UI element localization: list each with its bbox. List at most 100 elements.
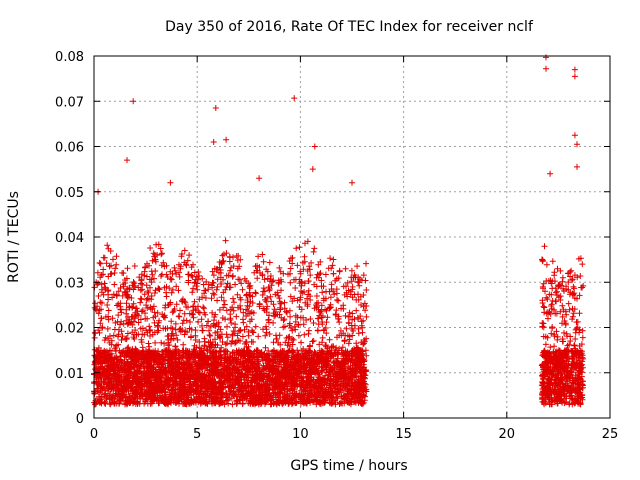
data-point xyxy=(213,286,220,293)
data-point xyxy=(145,340,152,347)
data-point xyxy=(227,267,233,274)
data-point xyxy=(113,253,120,260)
data-point xyxy=(137,295,144,302)
data-point xyxy=(301,253,308,260)
data-point xyxy=(110,332,117,339)
data-point xyxy=(169,286,176,293)
data-point xyxy=(100,254,107,261)
data-point xyxy=(282,398,288,404)
data-point xyxy=(304,295,310,302)
data-point xyxy=(336,267,343,274)
data-point xyxy=(206,332,213,338)
data-point xyxy=(169,309,176,316)
data-point xyxy=(218,281,225,287)
data-point xyxy=(203,394,210,401)
data-point xyxy=(97,260,104,267)
data-point xyxy=(107,248,114,254)
data-point xyxy=(190,285,197,292)
data-point xyxy=(150,314,157,321)
data-point xyxy=(319,334,326,341)
data-point xyxy=(152,339,159,346)
data-point xyxy=(342,312,349,319)
data-point xyxy=(129,304,136,310)
data-point xyxy=(220,297,227,304)
data-point xyxy=(232,281,239,288)
data-point xyxy=(186,252,193,259)
data-point xyxy=(151,275,157,282)
data-point xyxy=(165,302,172,308)
data-point xyxy=(295,332,302,339)
data-point xyxy=(162,325,169,332)
data-point xyxy=(182,328,189,335)
data-point xyxy=(276,311,283,318)
data-point xyxy=(182,299,189,306)
data-point xyxy=(144,295,151,302)
data-point xyxy=(310,337,317,344)
data-point xyxy=(131,263,138,269)
data-point xyxy=(211,291,218,298)
data-point xyxy=(363,260,369,267)
data-point xyxy=(194,286,201,293)
data-point xyxy=(177,307,183,314)
data-point xyxy=(110,256,116,263)
data-point xyxy=(345,287,352,294)
data-point xyxy=(201,338,208,345)
data-point xyxy=(335,297,342,304)
data-point xyxy=(361,380,368,387)
data-point xyxy=(202,287,209,294)
data-point xyxy=(130,286,137,293)
data-point xyxy=(218,259,225,266)
data-point xyxy=(214,283,221,290)
data-point xyxy=(252,323,259,330)
data-point xyxy=(344,293,351,300)
data-point xyxy=(259,251,266,258)
data-point xyxy=(327,294,334,301)
data-point xyxy=(314,327,321,334)
data-point xyxy=(154,329,161,336)
data-point xyxy=(199,327,206,334)
data-point xyxy=(120,270,127,277)
data-point xyxy=(260,285,267,292)
data-point xyxy=(324,314,331,321)
data-point xyxy=(149,257,156,264)
data-point xyxy=(251,269,258,276)
data-point xyxy=(266,259,273,266)
data-point xyxy=(243,323,250,330)
data-point xyxy=(103,348,110,355)
data-point xyxy=(118,328,125,335)
data-point xyxy=(111,281,118,288)
data-point xyxy=(176,273,183,280)
data-point xyxy=(259,292,266,298)
data-point xyxy=(139,331,146,338)
data-point xyxy=(304,400,310,407)
data-point xyxy=(115,312,122,319)
data-point xyxy=(106,347,113,354)
data-point xyxy=(354,263,361,270)
data-point xyxy=(147,245,154,251)
data-point xyxy=(270,301,277,308)
data-point xyxy=(94,269,101,276)
data-point xyxy=(316,271,323,278)
data-point xyxy=(176,313,183,320)
data-point xyxy=(231,299,237,306)
data-point xyxy=(200,304,207,311)
data-point xyxy=(313,293,320,299)
data-point xyxy=(222,237,229,244)
data-point xyxy=(363,313,370,320)
data-point xyxy=(151,309,158,316)
data-point xyxy=(319,289,326,296)
data-point xyxy=(106,263,113,270)
data-point xyxy=(301,331,308,338)
data-point xyxy=(264,303,271,310)
data-point xyxy=(326,305,333,312)
data-point xyxy=(228,320,235,326)
data-point xyxy=(301,384,308,391)
data-point xyxy=(255,333,262,340)
data-point xyxy=(305,330,312,337)
data-point xyxy=(143,273,150,280)
data-point xyxy=(266,287,273,294)
data-point xyxy=(104,302,111,308)
data-point xyxy=(149,271,156,278)
data-point xyxy=(194,280,201,287)
data-point xyxy=(144,305,151,311)
